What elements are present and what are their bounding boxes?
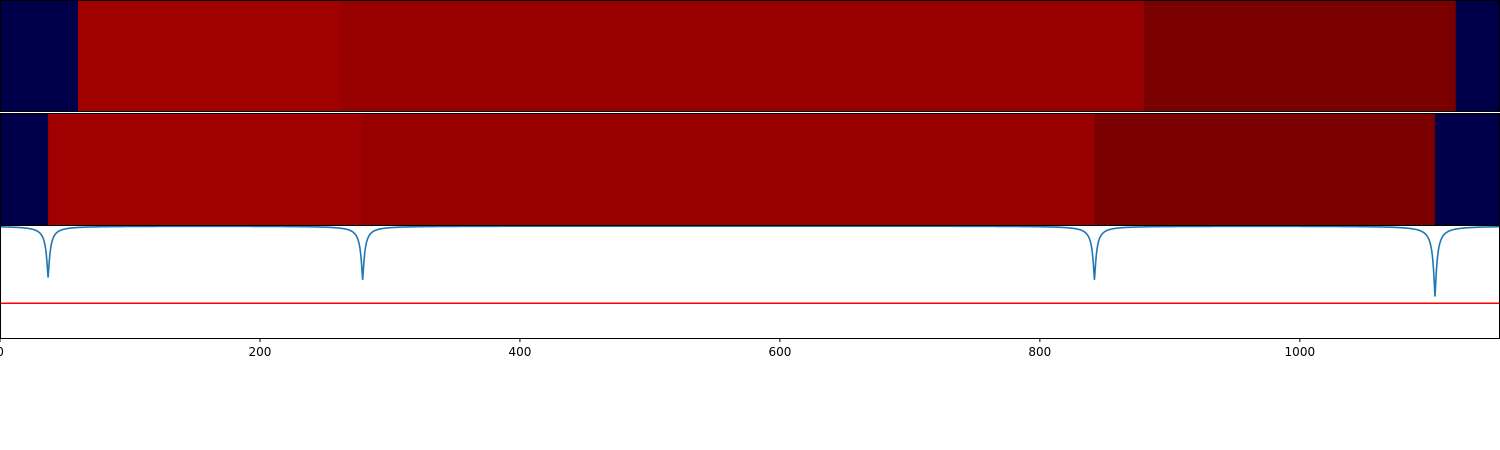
heatmap-top-segment-4 <box>1455 0 1500 112</box>
x-axis: 0 200 400 600 800 1000 <box>0 338 1315 359</box>
heatmap-bottom-segment-3 <box>1094 113 1436 226</box>
x-tick-label-600: 600 <box>768 345 791 359</box>
line-panel <box>0 225 1500 305</box>
heatmap-bottom-segment-1 <box>48 113 364 226</box>
line-panel-frame <box>0 225 1500 339</box>
signal-line <box>0 225 1500 297</box>
x-tick-label-0: 0 <box>0 345 4 359</box>
x-tick-label-200: 200 <box>249 345 272 359</box>
heatmap-top-segment-2 <box>340 0 1145 112</box>
heatmap-top-segment-3 <box>1143 0 1457 112</box>
heatmap-bottom-segment-0 <box>0 113 49 226</box>
heatmap-bottom-segment-4 <box>1435 113 1500 226</box>
heatmap-top-segment-0 <box>0 0 79 112</box>
heatmap-bottom <box>0 113 1500 226</box>
x-tick-label-800: 800 <box>1028 345 1051 359</box>
heatmap-top-segment-1 <box>77 0 342 112</box>
heatmap-top <box>0 0 1500 112</box>
x-tick-label-1000: 1000 <box>1285 345 1316 359</box>
heatmap-bottom-segment-2 <box>362 113 1095 226</box>
x-tick-label-400: 400 <box>508 345 531 359</box>
